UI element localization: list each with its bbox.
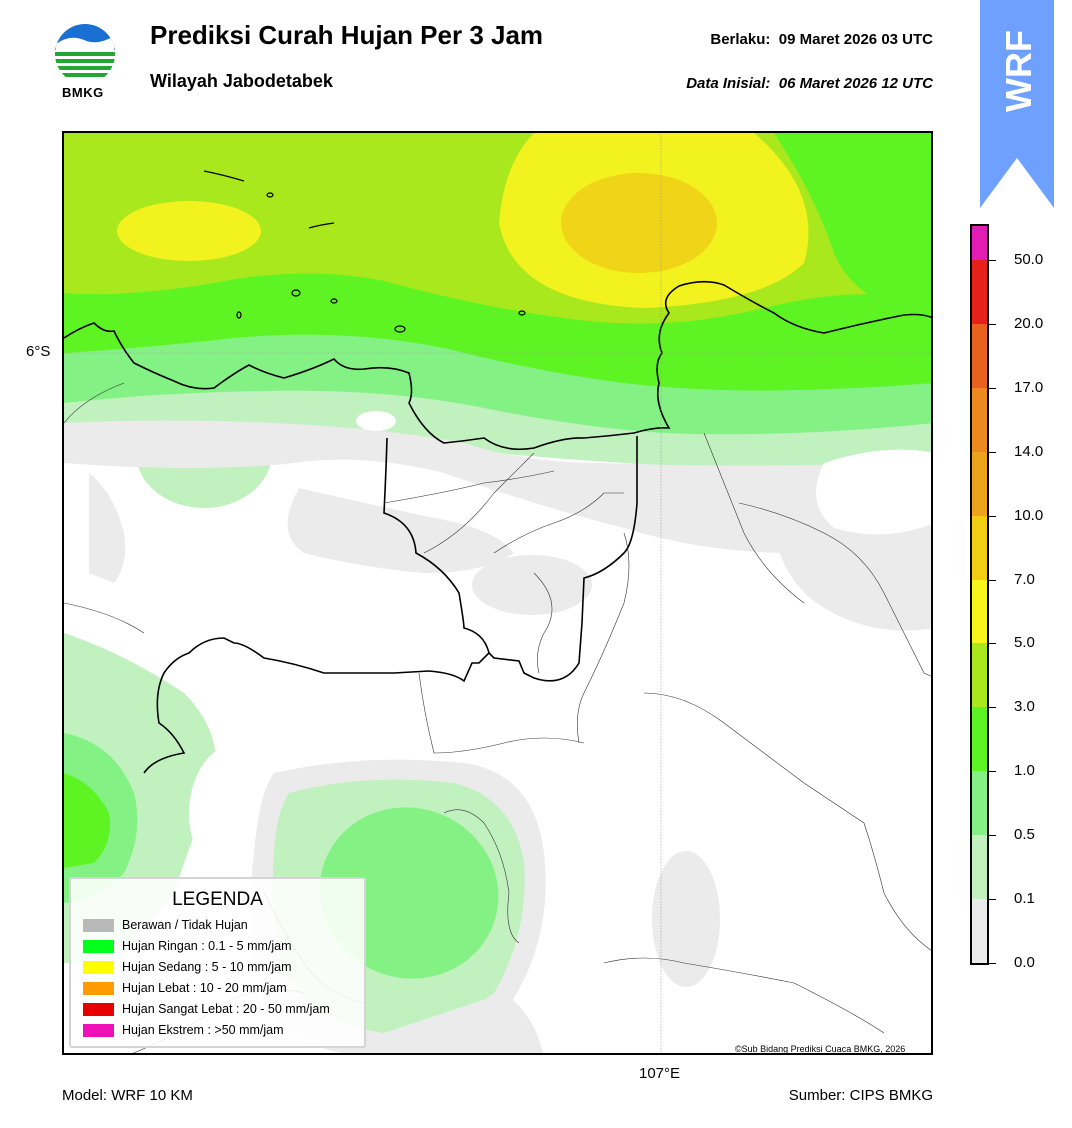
source-label: Sumber: CIPS BMKG [788,1087,933,1104]
legend-swatch [83,960,114,974]
colorbar-tick [989,515,996,517]
colorbar-tick [989,835,996,837]
colorbar-segment [972,387,987,452]
logo-text: BMKG [62,85,104,100]
colorbar-tick-label: 0.5 [1014,826,1035,844]
init-label: Data Inisial: [686,75,771,92]
legend-swatch [83,1023,114,1037]
colorbar-tick [989,387,996,389]
colorbar-tick [989,643,996,645]
legend-title: LEGENDA [172,889,263,910]
legend-swatch [83,981,114,995]
bmkg-logo-icon [55,24,115,77]
colorbar-tick-label: 50.0 [1014,251,1044,268]
valid-value: 09 Maret 2026 03 UTC [778,31,933,48]
colorbar-segment [972,260,987,324]
colorbar-tick-label: 14.0 [1014,442,1044,460]
colorbar-segment [972,579,987,644]
legend-label: Hujan Sangat Lebat : 20 - 50 mm/jam [122,1002,330,1016]
page-subtitle: Wilayah Jabodetabek [150,71,333,91]
colorbar-tick [989,963,996,964]
colorbar-tick [989,899,996,901]
map-legend: LEGENDA Berawan / Tidak Hujan Hujan Ring… [69,877,366,1048]
colorbar-tick-label: 17.0 [1014,378,1044,396]
legend-label: Berawan / Tidak Hujan [122,918,248,932]
init-time: Data Inisial: 06 Maret 2026 12 UTC [686,75,933,92]
colorbar-tick-label: 20.0 [1014,314,1044,332]
wrf-badge-text: WRF [998,30,1039,112]
colorbar-segment [972,515,987,580]
colorbar-tick [989,260,996,261]
legend-label: Hujan Ekstrem : >50 mm/jam [122,1023,284,1037]
colorbar-segment [972,835,987,900]
longitude-label: 107°E [639,1065,681,1082]
colorbar-tick [989,323,996,325]
legend-item: Berawan / Tidak Hujan [83,918,248,932]
legend-label: Hujan Lebat : 10 - 20 mm/jam [122,981,287,995]
legend-item: Hujan Lebat : 10 - 20 mm/jam [83,981,287,995]
legend-swatch [83,939,114,953]
colorbar-segment [972,323,987,388]
colorbar-tick [989,707,996,709]
colorbar-segment [972,771,987,836]
colorbar-segment [972,451,987,516]
colorbar-tick-label: 3.0 [1014,698,1035,716]
legend-swatch [83,1002,114,1016]
colorbar-tick [989,451,996,453]
bmkg-logo [54,22,116,86]
legend-swatch [83,918,114,932]
colorbar-segment [972,643,987,708]
colorbar-tick-label: 10.0 [1014,506,1044,524]
colorbar [970,224,989,965]
legend-label: Hujan Ringan : 0.1 - 5 mm/jam [122,939,292,953]
page-title: Prediksi Curah Hujan Per 3 Jam [150,20,544,50]
model-label: Model: WRF 10 KM [62,1087,193,1104]
legend-item: Hujan Ringan : 0.1 - 5 mm/jam [83,939,292,953]
map-credit: ©Sub Bidang Prediksi Cuaca BMKG, 2026 [735,1044,906,1054]
valid-time: Berlaku: 09 Maret 2026 03 UTC [710,31,933,48]
valid-label: Berlaku: [710,31,771,48]
wrf-badge: WRF [980,0,1054,208]
legend-item: Hujan Sedang : 5 - 10 mm/jam [83,960,292,974]
colorbar-tick-label: 0.1 [1014,890,1035,908]
colorbar-tick-label: 1.0 [1014,762,1035,780]
legend-label: Hujan Sedang : 5 - 10 mm/jam [122,960,292,974]
legend-item: Hujan Sangat Lebat : 20 - 50 mm/jam [83,1002,330,1016]
init-value: 06 Maret 2026 12 UTC [778,75,933,92]
colorbar-segment [972,899,987,963]
colorbar-tick-label: 0.0 [1014,954,1035,971]
colorbar-tick-label: 7.0 [1014,570,1035,588]
latitude-label: 6°S [26,343,51,360]
colorbar-tick [989,579,996,581]
colorbar-tick-label: 5.0 [1014,634,1035,652]
colorbar-segment [972,707,987,772]
colorbar-tick [989,771,996,773]
legend-item: Hujan Ekstrem : >50 mm/jam [83,1023,284,1037]
colorbar-segment [972,226,987,260]
